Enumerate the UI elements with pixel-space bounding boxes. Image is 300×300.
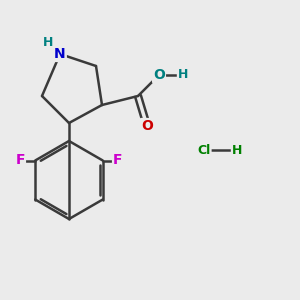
Text: O: O <box>141 119 153 133</box>
Text: H: H <box>43 35 53 49</box>
Text: N: N <box>54 47 66 61</box>
Text: H: H <box>232 143 242 157</box>
Text: F: F <box>16 154 25 167</box>
Text: Cl: Cl <box>197 143 211 157</box>
Text: H: H <box>178 68 188 82</box>
Text: F: F <box>113 154 122 167</box>
Text: O: O <box>153 68 165 82</box>
